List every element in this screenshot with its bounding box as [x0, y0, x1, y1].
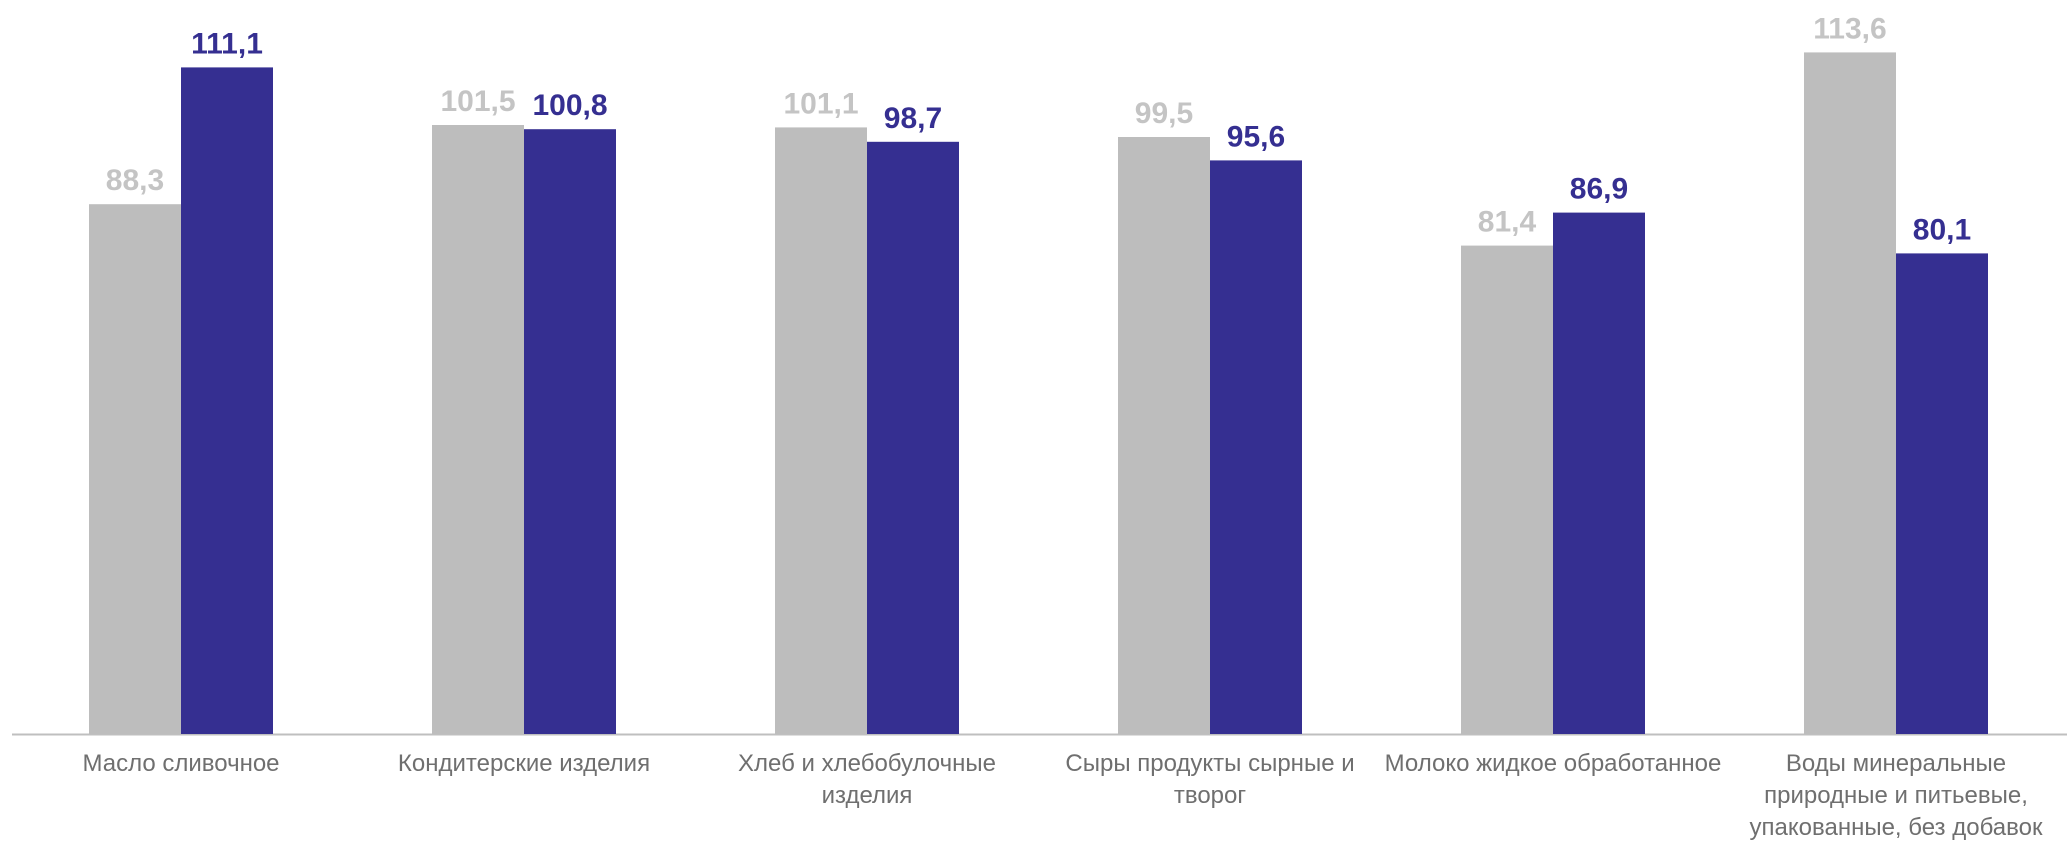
- value-label-series2-cat4: 95,6: [1227, 120, 1285, 153]
- category-label-5: Молоко жидкое обработанное: [1384, 750, 1722, 777]
- bar-series2-cat5: [1553, 212, 1645, 735]
- category-label-1: Масло сливочное: [82, 750, 280, 777]
- category-label-3: Хлеб и хлебобулочные изделия: [738, 750, 996, 809]
- value-label-series2-cat6: 80,1: [1913, 213, 1971, 246]
- category-label-6: Воды минеральные природные и питьевые, у…: [1749, 750, 2043, 841]
- value-label-series2-cat3: 98,7: [884, 102, 942, 135]
- value-label-series2-cat5: 86,9: [1570, 173, 1628, 206]
- bar-series1-cat1: [89, 204, 181, 734]
- bar-series2-cat6: [1896, 253, 1988, 734]
- bar-series1-cat6: [1804, 52, 1896, 734]
- value-label-series1-cat5: 81,4: [1478, 206, 1537, 239]
- bar-series1-cat2: [432, 125, 524, 734]
- value-label-series1-cat3: 101,1: [783, 87, 858, 120]
- value-label-series1-cat1: 88,3: [106, 164, 164, 197]
- category-label-4: Сыры продукты сырные и творог: [1065, 750, 1355, 809]
- value-label-series1-cat4: 99,5: [1135, 97, 1193, 130]
- category-label-2: Кондитерские изделия: [397, 750, 651, 777]
- bar-series1-cat3: [775, 127, 867, 734]
- bar-series1-cat5: [1461, 245, 1553, 734]
- value-label-series2-cat2: 100,8: [532, 89, 607, 122]
- value-label-series1-cat6: 113,6: [1813, 12, 1886, 45]
- bar-series2-cat1: [181, 67, 273, 734]
- bar-series2-cat3: [867, 141, 959, 735]
- bar-series2-cat4: [1210, 160, 1302, 734]
- value-label-series2-cat1: 111,1: [191, 27, 263, 60]
- bar-series2-cat2: [524, 129, 616, 734]
- bar-series1-cat4: [1118, 137, 1210, 734]
- value-label-series1-cat2: 101,5: [440, 85, 515, 118]
